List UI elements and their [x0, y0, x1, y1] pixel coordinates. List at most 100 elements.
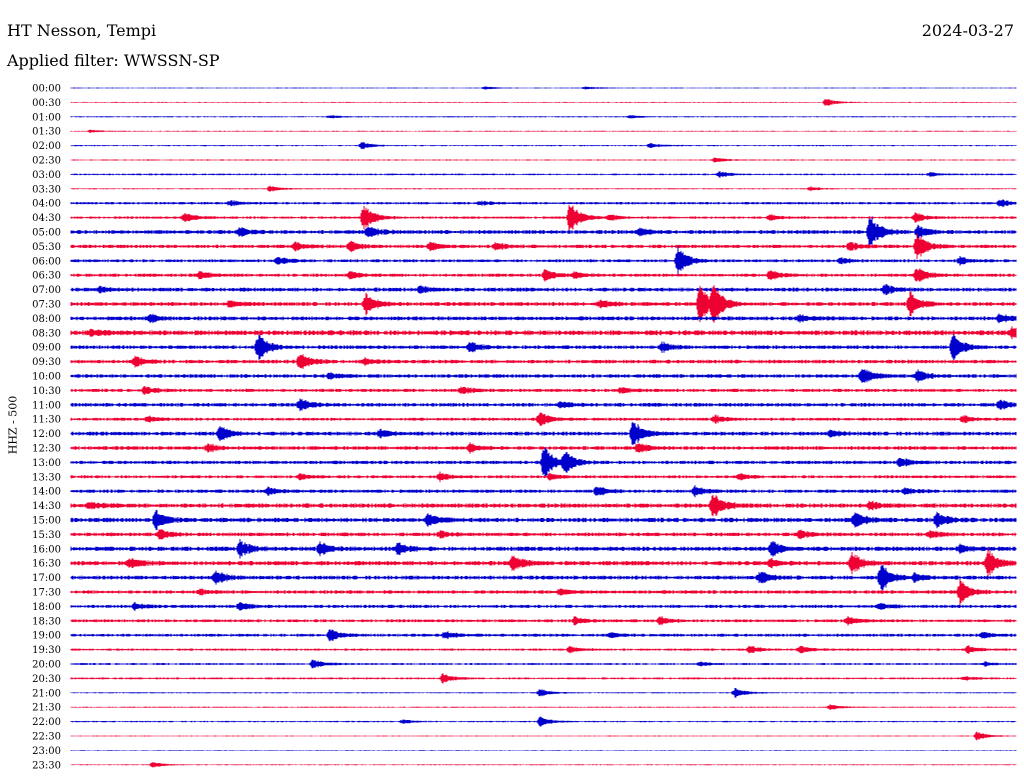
time-tick-label: 10:30 — [32, 386, 61, 397]
time-tick-label: 06:30 — [32, 271, 61, 282]
time-tick-label: 17:30 — [32, 588, 61, 599]
trace-row — [70, 616, 1017, 626]
time-tick-label: 11:30 — [32, 415, 61, 426]
trace-row — [70, 447, 1017, 478]
trace-row — [70, 354, 1017, 369]
trace-row — [70, 86, 1017, 90]
time-tick-label: 15:00 — [32, 516, 61, 527]
trace-row — [70, 199, 1017, 208]
trace-row — [70, 673, 1017, 684]
trace-row — [70, 412, 1017, 426]
trace-row — [70, 171, 1017, 178]
trace-row — [70, 565, 1017, 590]
trace-row — [70, 334, 1017, 360]
trace-row — [70, 216, 1017, 248]
time-tick-label: 01:30 — [32, 127, 61, 138]
time-tick-label: 15:30 — [32, 530, 61, 541]
time-tick-label: 08:30 — [32, 328, 61, 339]
trace-row — [70, 716, 1017, 727]
trace-row — [70, 645, 1017, 654]
time-tick-label: 00:30 — [32, 98, 61, 109]
time-tick-label: 17:00 — [32, 573, 61, 584]
trace-row — [70, 750, 1017, 751]
time-tick-label: 22:00 — [32, 717, 61, 728]
trace-row — [70, 99, 1017, 106]
trace-row — [70, 539, 1017, 559]
trace-row — [70, 185, 1017, 192]
trace-row — [70, 326, 1017, 340]
time-tick-label: 07:30 — [32, 300, 61, 311]
trace-row — [70, 509, 1017, 531]
station-title: HT Nesson, Tempi — [7, 21, 157, 40]
time-tick-label: 14:00 — [32, 487, 61, 498]
time-tick-label: 08:00 — [32, 314, 61, 325]
time-tick-label: 16:30 — [32, 559, 61, 570]
filter-label: Applied filter: WWSSN-SP — [7, 51, 220, 70]
trace-row — [70, 704, 1017, 710]
trace-row — [70, 659, 1017, 669]
time-tick-label: 21:30 — [32, 703, 61, 714]
trace-row — [70, 157, 1017, 163]
time-tick-label: 01:00 — [32, 112, 61, 123]
trace-row — [70, 233, 1017, 259]
trace-row — [70, 529, 1017, 540]
time-tick-label: 20:00 — [32, 660, 61, 671]
time-tick-label: 19:30 — [32, 645, 61, 656]
time-tick-label: 18:30 — [32, 616, 61, 627]
trace-row — [70, 762, 1017, 768]
time-tick-label: 13:30 — [32, 472, 61, 483]
time-tick-label: 02:30 — [32, 156, 61, 167]
trace-row — [70, 422, 1017, 446]
trace-row — [70, 246, 1017, 276]
time-tick-label: 11:00 — [32, 400, 61, 411]
time-tick-label: 14:30 — [32, 501, 61, 512]
time-tick-label: 19:00 — [32, 631, 61, 642]
trace-row — [70, 142, 1017, 150]
trace-row — [70, 579, 1017, 605]
date-label: 2024-03-27 — [921, 21, 1014, 40]
trace-row — [70, 386, 1017, 395]
trace-row — [70, 485, 1017, 498]
trace-row — [70, 115, 1017, 119]
trace-row — [70, 494, 1017, 517]
time-tick-label: 18:00 — [32, 602, 61, 613]
trace-row — [70, 629, 1017, 642]
trace-row — [70, 731, 1017, 741]
trace-row — [70, 129, 1017, 133]
trace-row — [70, 688, 1017, 698]
time-tick-label: 05:30 — [32, 242, 61, 253]
time-tick-label: 21:00 — [32, 688, 61, 699]
time-tick-label: 23:00 — [32, 746, 61, 757]
trace-row — [70, 313, 1017, 324]
trace-row — [70, 601, 1017, 611]
trace-row — [70, 284, 1017, 296]
time-tick-label: 04:00 — [32, 199, 61, 210]
time-tick-label: 05:00 — [32, 228, 61, 239]
time-tick-label: 09:00 — [32, 343, 61, 354]
trace-row — [70, 471, 1017, 483]
time-tick-label: 22:30 — [32, 732, 61, 743]
time-tick-label: 00:00 — [32, 84, 61, 95]
trace-row — [70, 442, 1017, 454]
time-tick-label: 12:00 — [32, 429, 61, 440]
time-tick-label: 23:30 — [32, 760, 61, 771]
time-tick-label: 06:00 — [32, 256, 61, 267]
time-tick-label: 10:00 — [32, 372, 61, 383]
time-tick-label: 09:30 — [32, 357, 61, 368]
trace-row — [70, 369, 1017, 383]
trace-row — [70, 205, 1017, 230]
trace-row — [70, 285, 1017, 323]
trace-row — [70, 398, 1017, 412]
time-tick-label: 07:00 — [32, 285, 61, 296]
time-tick-label: 02:00 — [32, 141, 61, 152]
trace-row — [70, 268, 1017, 282]
time-tick-label: 13:00 — [32, 458, 61, 469]
time-tick-label: 16:00 — [32, 544, 61, 555]
time-tick-label: 04:30 — [32, 213, 61, 224]
time-tick-label: 03:00 — [32, 170, 61, 181]
time-tick-label: 20:30 — [32, 674, 61, 685]
trace-row — [70, 548, 1017, 579]
time-tick-label: 03:30 — [32, 184, 61, 195]
time-tick-label: 12:30 — [32, 444, 61, 455]
